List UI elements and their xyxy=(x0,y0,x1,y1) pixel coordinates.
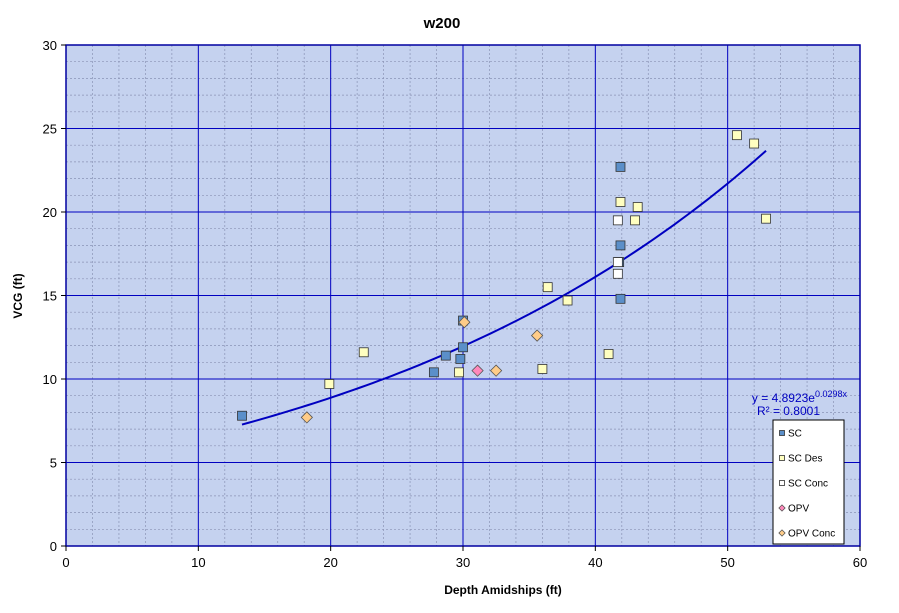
data-point xyxy=(324,379,335,389)
data-point xyxy=(761,213,771,224)
x-tick-label: 60 xyxy=(853,555,867,570)
equation-base: y = 4.8923e xyxy=(752,391,815,405)
data-point xyxy=(440,350,451,361)
x-tick-label: 50 xyxy=(720,555,734,570)
data-point xyxy=(537,364,548,374)
y-tick-label: 30 xyxy=(43,38,57,53)
y-ticks: 0 5 10 15 20 25 30 xyxy=(43,38,66,554)
chart-title: w200 xyxy=(423,15,461,32)
legend-marker xyxy=(778,504,786,512)
legend-label: OPV Conc xyxy=(788,529,835,540)
data-point xyxy=(542,282,553,293)
legend-label: OPV xyxy=(788,504,809,515)
data-point xyxy=(632,202,643,212)
trendline-equation: y = 4.8923e0.0298x R² = 0.8001 xyxy=(752,389,848,418)
data-point xyxy=(562,295,573,306)
x-axis-title: Depth Amidships (ft) xyxy=(444,583,562,597)
data-point xyxy=(530,329,544,342)
y-axis-title: VCG (ft) xyxy=(11,273,25,318)
data-point xyxy=(615,240,626,251)
x-tick-label: 10 xyxy=(191,555,205,570)
x-tick-label: 30 xyxy=(456,555,470,570)
data-point xyxy=(732,130,742,141)
data-point xyxy=(471,364,484,377)
data-point xyxy=(615,197,626,207)
data-point xyxy=(458,342,468,353)
data-point xyxy=(612,268,623,279)
y-tick-label: 15 xyxy=(43,289,57,304)
legend-marker xyxy=(779,430,785,436)
legend-label: SC Des xyxy=(788,454,822,465)
data-point xyxy=(300,411,313,424)
legend-label: SC Conc xyxy=(788,479,828,490)
x-tick-label: 0 xyxy=(62,555,69,570)
data-point xyxy=(612,257,623,268)
x-ticks: 0 10 20 30 40 50 60 xyxy=(62,546,867,570)
r-squared-label: R² = 0.8001 xyxy=(757,404,820,418)
data-point xyxy=(237,410,247,421)
legend-marker xyxy=(779,455,785,461)
legend: SC SC Des SC Conc OPV OPV Conc xyxy=(772,419,845,545)
x-tick-label: 20 xyxy=(323,555,337,570)
equation-exponent: 0.0298x xyxy=(815,389,848,399)
data-point xyxy=(458,316,471,329)
data-point xyxy=(428,367,439,378)
data-point xyxy=(489,364,503,377)
y-tick-label: 10 xyxy=(43,372,57,387)
y-tick-label: 25 xyxy=(43,122,57,137)
data-point xyxy=(615,293,626,304)
data-point xyxy=(358,347,369,358)
data-point xyxy=(612,215,623,226)
legend-marker xyxy=(778,529,786,537)
svg-text:y = 4.8923e0.0298x: y = 4.8923e0.0298x xyxy=(752,389,848,405)
data-point xyxy=(603,349,614,359)
y-tick-label: 20 xyxy=(43,205,57,220)
legend-marker xyxy=(779,480,785,486)
y-tick-label: 0 xyxy=(50,539,57,554)
data-point xyxy=(749,138,760,149)
y-tick-label: 5 xyxy=(50,456,57,471)
data-point xyxy=(455,354,466,364)
data-points xyxy=(237,130,771,424)
x-tick-label: 40 xyxy=(588,555,602,570)
trendline xyxy=(241,150,767,426)
data-point xyxy=(630,215,640,226)
legend-label: SC xyxy=(788,429,802,440)
data-point xyxy=(615,162,626,172)
data-point xyxy=(454,367,464,378)
